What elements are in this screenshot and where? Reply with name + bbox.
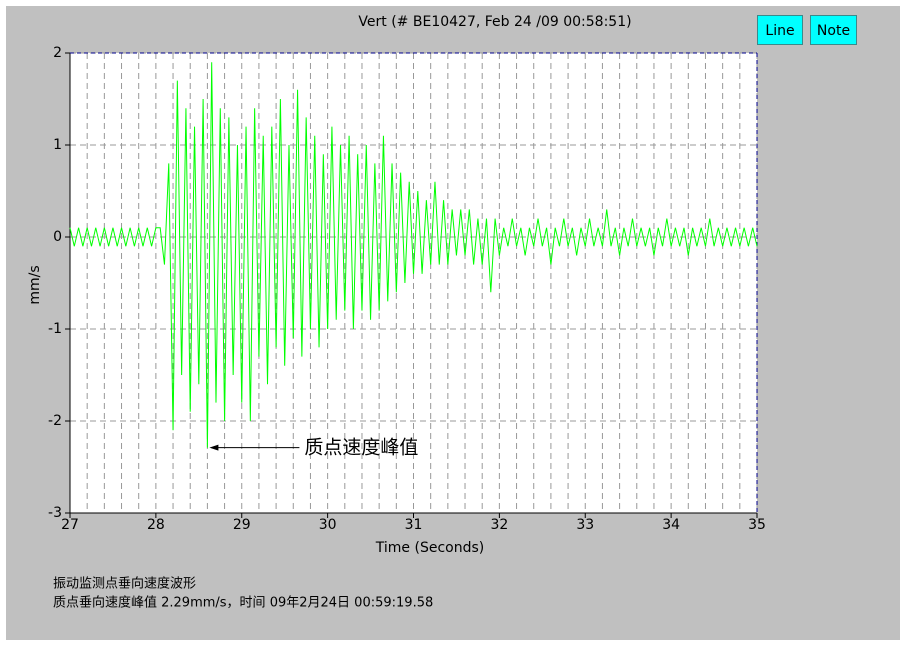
y-tick-label: -1 xyxy=(48,321,62,337)
x-tick-label: 29 xyxy=(233,517,251,533)
x-tick-label: 30 xyxy=(319,517,337,533)
annotation: 质点速度峰值 xyxy=(304,437,418,459)
chart-title: Vert (# BE10427, Feb 24 /09 00:58:51) xyxy=(358,14,631,30)
y-tick-label: -3 xyxy=(48,505,62,521)
x-tick-label: 32 xyxy=(490,517,508,533)
note-button[interactable]: Note xyxy=(810,15,857,45)
annotation-arrowhead xyxy=(209,444,219,451)
y-axis-label: mm/s xyxy=(27,265,43,304)
x-tick-label: 28 xyxy=(147,517,165,533)
footer-line: 振动监测点垂向速度波形 xyxy=(53,576,196,592)
footer-line: 质点垂向速度峰值 2.29mm/s，时间 09年2月24日 00:59:19.5… xyxy=(53,595,433,611)
x-axis-label: Time (Seconds) xyxy=(375,540,484,556)
x-tick-label: 27 xyxy=(61,517,79,533)
y-tick-label: 1 xyxy=(53,137,62,153)
line-button[interactable]: Line xyxy=(757,15,803,45)
x-tick-label: 31 xyxy=(405,517,423,533)
y-tick-label: 2 xyxy=(53,45,62,61)
x-tick-label: 34 xyxy=(662,517,680,533)
x-tick-label: 35 xyxy=(748,517,766,533)
y-tick-label: 0 xyxy=(53,229,62,245)
y-tick-label: -2 xyxy=(48,413,62,429)
x-tick-label: 33 xyxy=(576,517,594,533)
waveform xyxy=(69,62,758,448)
